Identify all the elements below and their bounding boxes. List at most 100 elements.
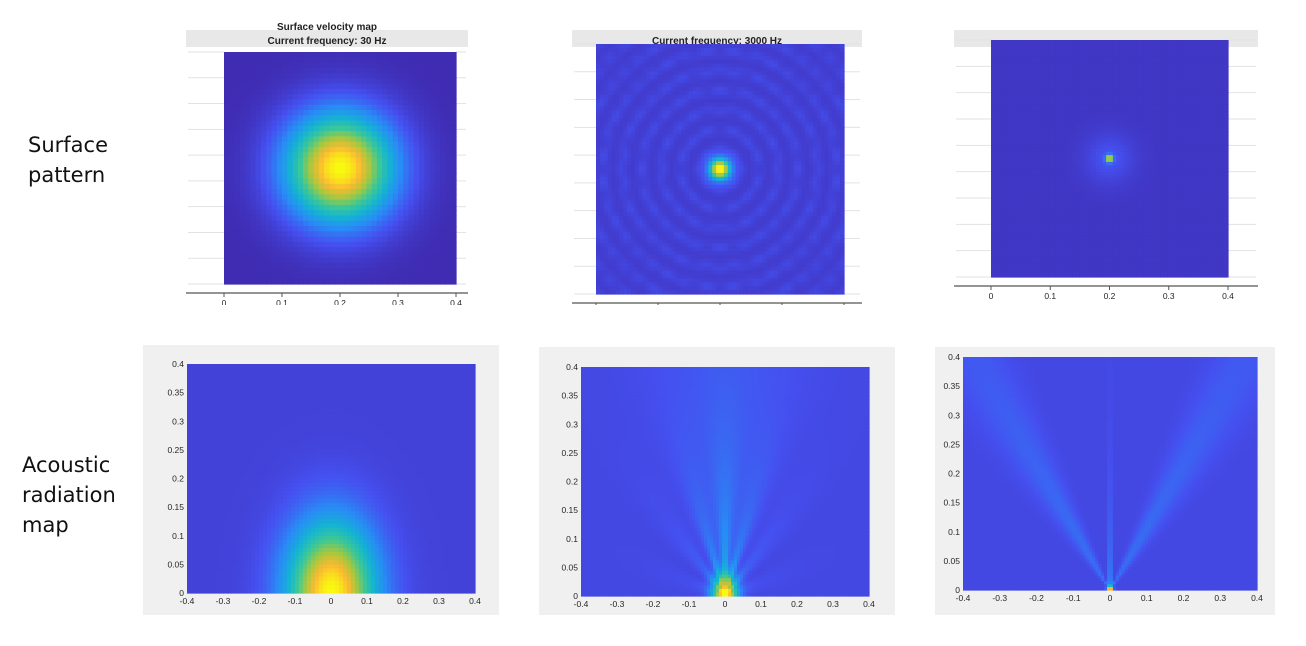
heatmap-cell (361, 194, 367, 201)
heatmap-cell (345, 278, 352, 285)
heatmap-cell (619, 98, 624, 104)
heatmap-cell (366, 273, 373, 280)
heatmap-cell (611, 51, 616, 57)
heatmap-cell (276, 52, 283, 58)
heatmap-cell (297, 152, 304, 159)
heatmap-cell (646, 165, 651, 170)
heatmap-cell (424, 220, 431, 227)
heatmap-cell (770, 254, 775, 260)
heatmap-cell (677, 165, 682, 170)
heatmap-cell (700, 102, 706, 108)
heatmap-cell (392, 94, 399, 101)
heatmap-cell (751, 55, 756, 61)
heatmap-cell (308, 168, 315, 174)
heatmap-cell (743, 204, 748, 209)
heatmap-cell (696, 106, 702, 112)
heatmap-cell (266, 88, 273, 95)
heatmap-cell (766, 286, 771, 291)
heatmap-cell (324, 120, 331, 127)
heatmap-cell (723, 47, 729, 53)
heatmap-cell (266, 94, 273, 101)
heatmap-cell (696, 215, 702, 221)
heatmap-cell (665, 286, 671, 291)
heatmap-cell (646, 223, 651, 229)
heatmap-cell (292, 199, 299, 206)
heatmap-cell (329, 220, 336, 227)
heatmap-cell (599, 274, 605, 279)
heatmap-cell (634, 133, 640, 139)
heatmap-cell (747, 153, 752, 158)
heatmap-cell (692, 165, 698, 170)
heatmap-cell (723, 270, 729, 276)
heatmap-cell (673, 110, 678, 115)
heatmap-cell (673, 133, 678, 139)
heatmap-cell (324, 88, 331, 95)
heatmap-cell (766, 126, 771, 131)
heatmap-cell (716, 137, 721, 143)
heatmap-cell (700, 176, 706, 182)
heatmap-cell (376, 194, 383, 201)
heatmap-cell (603, 145, 609, 151)
heatmap-cell (747, 223, 752, 229)
heatmap-cell (345, 110, 352, 116)
heatmap-cell (716, 286, 721, 291)
heatmap-cell (689, 278, 694, 283)
heatmap-cell (704, 180, 709, 186)
heatmap-cell (735, 215, 740, 221)
heatmap-cell (689, 55, 694, 61)
heatmap-cell (716, 211, 721, 217)
heatmap-cell (239, 62, 246, 69)
heatmap-cell (424, 73, 431, 79)
heatmap-cell (723, 44, 729, 49)
heatmap-cell (677, 137, 682, 143)
heatmap-cell (313, 62, 320, 69)
heatmap-cell (739, 153, 744, 158)
heatmap-cell (623, 270, 628, 276)
heatmap-cell (398, 252, 404, 259)
heatmap-cell (762, 98, 768, 104)
heatmap-cell (255, 125, 262, 132)
heatmap-cell (611, 126, 616, 131)
heatmap-cell (747, 176, 752, 182)
heatmap-cell (371, 257, 378, 264)
heatmap-cell (250, 215, 257, 222)
heatmap-cell (650, 223, 655, 229)
heatmap-cell (654, 223, 659, 229)
heatmap-cell (762, 200, 768, 205)
heatmap-cell (387, 78, 394, 85)
heatmap-cell (318, 247, 325, 253)
row-label-line: map (22, 510, 116, 540)
heatmap-cell (308, 78, 315, 85)
heatmap-cell (638, 129, 644, 135)
heatmap-cell (758, 192, 764, 197)
heatmap-cell (611, 79, 616, 84)
heatmap-cell (681, 258, 686, 264)
heatmap-cell (634, 243, 640, 248)
heatmap-cell (747, 262, 752, 268)
heatmap-cell (424, 204, 431, 211)
heatmap-cell (727, 102, 733, 108)
heatmap-cell (650, 211, 655, 217)
heatmap-cell (607, 157, 613, 162)
heatmap-cell (403, 62, 410, 69)
heatmap-cell (650, 106, 655, 112)
heatmap-cell (689, 98, 694, 104)
heatmap-cell (770, 223, 775, 229)
heatmap-cell (345, 226, 352, 232)
heatmap-cell (308, 94, 315, 101)
heatmap-cell (739, 243, 744, 248)
heatmap-cell (642, 133, 647, 139)
heatmap-cell (751, 219, 756, 225)
heatmap-cell (403, 215, 410, 222)
heatmap-cell (350, 52, 357, 58)
heatmap-cell (371, 262, 378, 269)
heatmap-cell (747, 188, 752, 194)
heatmap-cell (260, 125, 267, 132)
heatmap-cell (615, 254, 620, 260)
heatmap-cell (766, 192, 771, 197)
heatmap-cell (329, 136, 336, 143)
heatmap-cell (751, 270, 756, 276)
heatmap-cell (355, 110, 362, 116)
heatmap-cell (623, 118, 628, 123)
heatmap-cell (727, 188, 733, 194)
